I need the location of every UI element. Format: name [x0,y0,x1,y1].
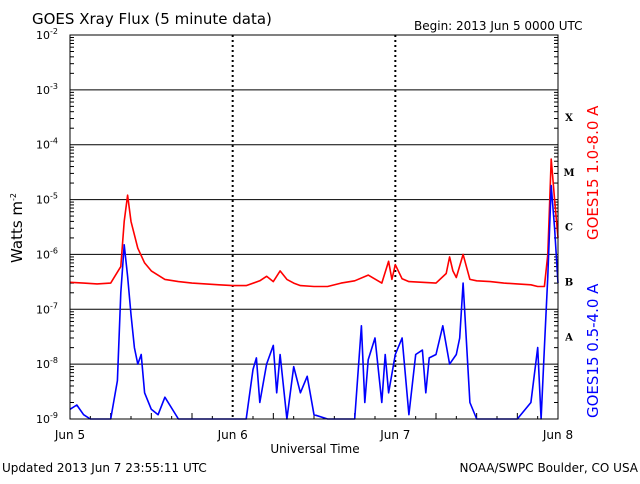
y-tick-label: 10-4 [36,137,58,152]
y-axis-ticks: 10-9 10-8 10-7 10-6 10-5 10-4 10-3 10-2 [36,27,58,426]
x-axis-ticks: Jun 5 Jun 6 Jun 7 Jun 8 [54,428,573,442]
y-axis-label: Watts m-2 [8,193,26,263]
y-tick-label: 10-2 [36,27,58,42]
series-lines [69,158,559,420]
y-tick-label: 10-6 [36,246,58,261]
begin-label: Begin: 2013 Jun 5 0000 UTC [414,19,583,33]
series-line-short [69,184,559,420]
flare-class-labels: A B C M X [563,113,574,343]
y-tick-label: 10-9 [36,411,58,426]
y-tick-label: 10-5 [36,192,58,207]
flare-class-label: X [565,113,573,124]
y-axis-label-text: Watts m [8,201,26,263]
legend-entry-long: GOES15 1.0-8.0 A [584,105,602,240]
x-tick-label: Jun 8 [542,428,573,442]
x-axis-label: Universal Time [270,442,359,456]
flare-class-label: M [563,168,574,179]
y-tick-label: 10-7 [36,301,58,316]
x-tick-label: Jun 5 [54,428,85,442]
grid-lines [70,34,558,420]
y-tick-label: 10-8 [36,356,58,371]
series-line-long [69,158,559,288]
plot-frame [69,34,559,420]
credit-label: NOAA/SWPC Boulder, CO USA [460,461,639,475]
legend-entry-short: GOES15 0.5-4.0 A [584,283,602,418]
flare-class-label: A [564,332,573,343]
chart-title: GOES Xray Flux (5 minute data) [32,10,272,28]
y-axis-label-exponent: -2 [9,193,18,201]
x-tick-label: Jun 7 [379,428,410,442]
flare-class-label: C [565,223,573,234]
y-tick-label: 10-3 [36,82,58,97]
x-tick-label: Jun 6 [217,428,248,442]
updated-timestamp: Updated 2013 Jun 7 23:55:11 UTC [2,461,207,475]
legend: GOES15 1.0-8.0 A GOES15 0.5-4.0 A [584,105,602,418]
flare-class-label: B [565,278,573,289]
